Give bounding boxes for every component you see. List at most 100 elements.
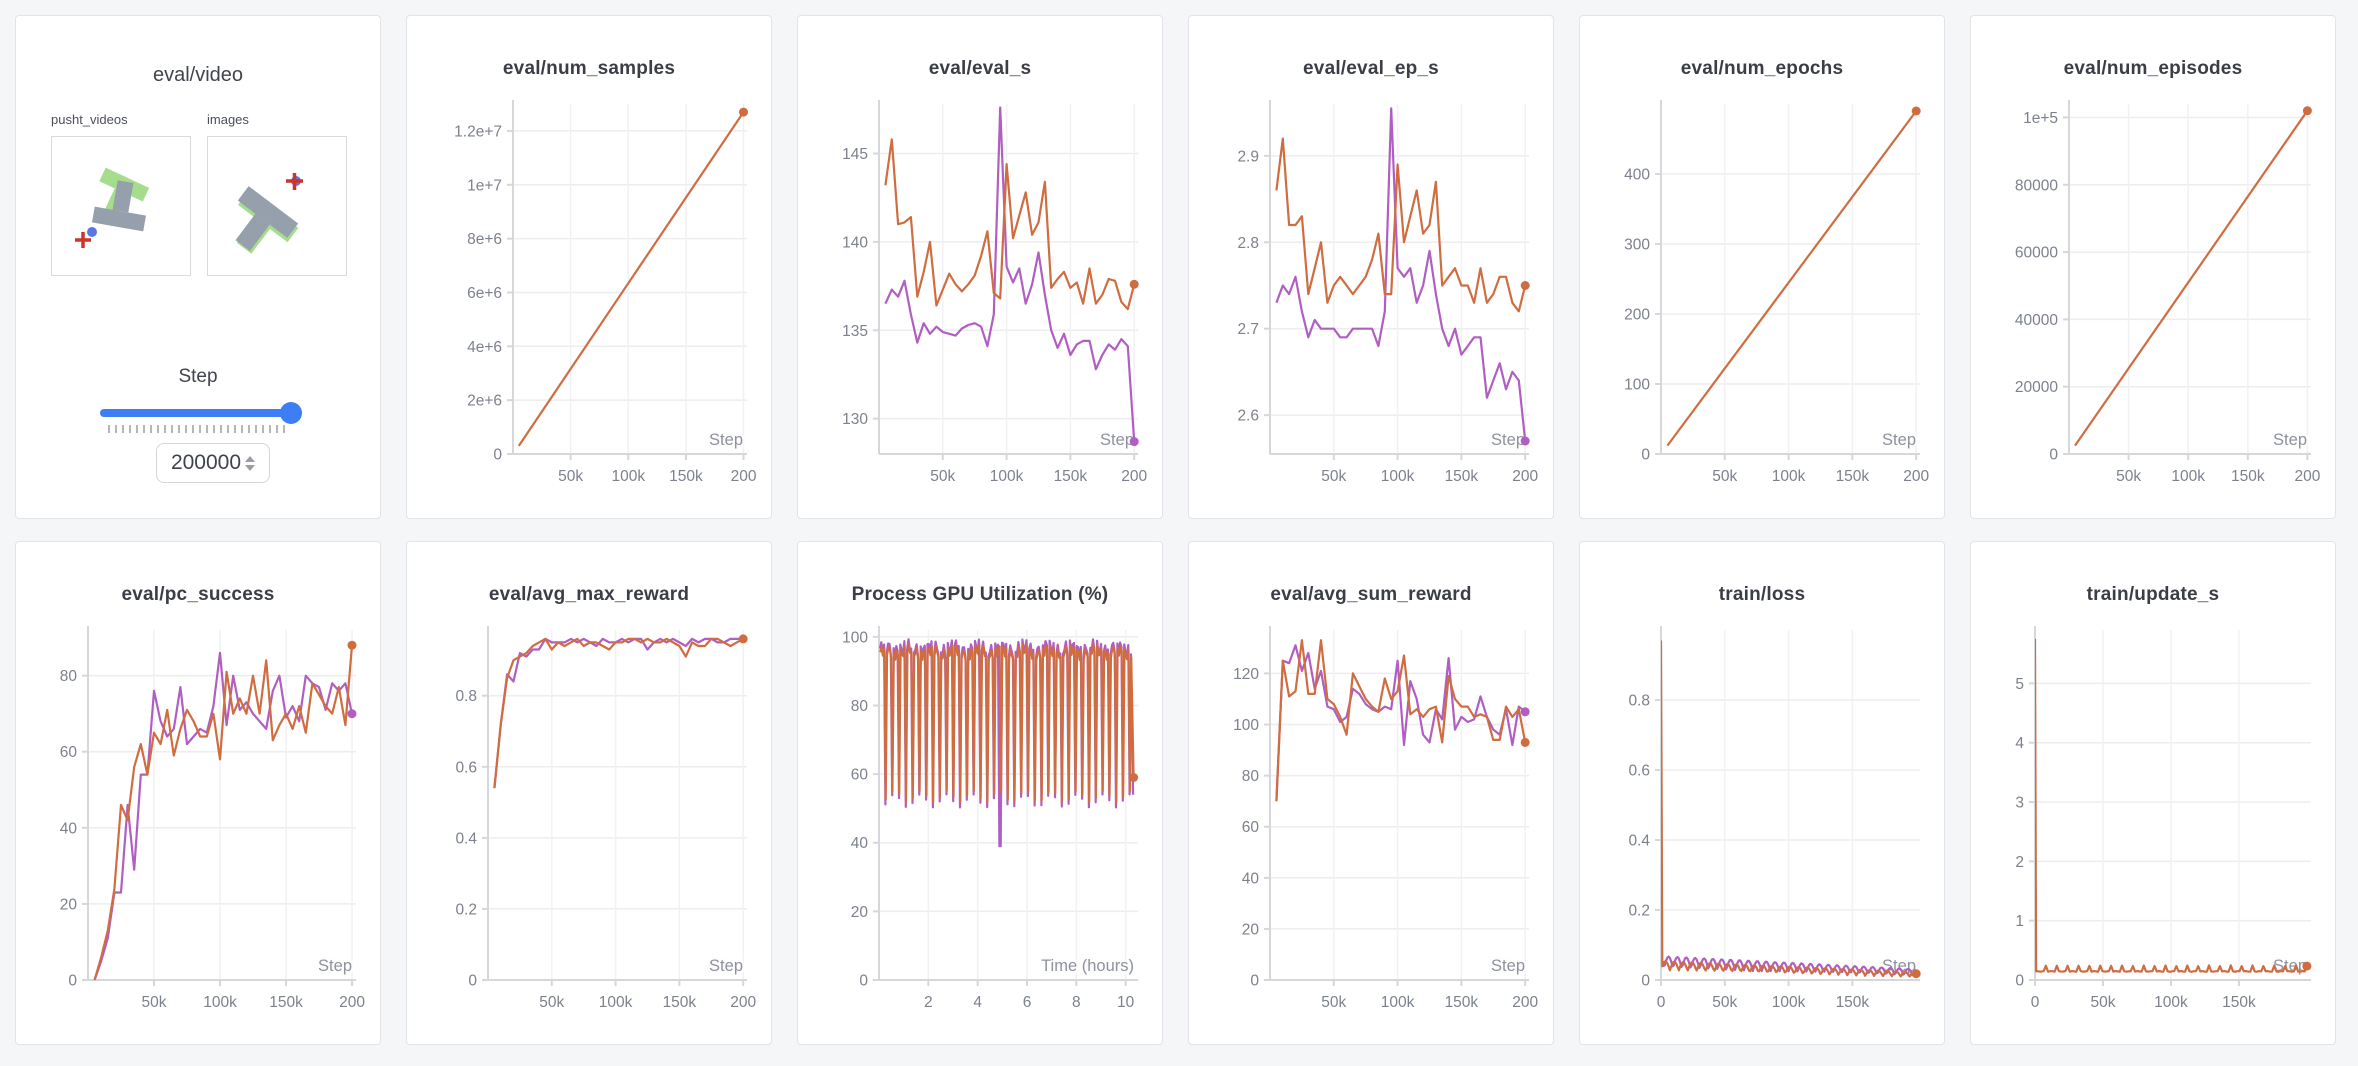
svg-text:60: 60 (1242, 819, 1260, 836)
svg-text:0.2: 0.2 (455, 901, 477, 918)
chart-title: Process GPU Utilization (%) (851, 584, 1109, 605)
chart-title: eval/eval_ep_s (1303, 58, 1439, 79)
line-chart[interactable]: 0 20000 40000 60000 80000 1e+5 50k 100k 150k 200 S… (1971, 16, 2337, 520)
pusht-env-render (75, 167, 150, 248)
svg-text:150k: 150k (1836, 994, 1870, 1011)
chart-panel-eval-avg-sum-reward: eval/avg_sum_reward 0 20 40 60 80 100 120 50k 10… (1188, 541, 1554, 1045)
svg-text:2.7: 2.7 (1237, 321, 1259, 338)
svg-text:50k: 50k (2116, 468, 2141, 485)
pusht-video-thumbnail[interactable] (51, 136, 191, 276)
line-chart[interactable]: 0 20 40 60 80 100 2 4 6 8 10 Time (hours) (798, 542, 1164, 1046)
svg-text:50k: 50k (2090, 994, 2115, 1011)
svg-text:50k: 50k (142, 994, 167, 1011)
svg-text:0.8: 0.8 (455, 688, 477, 705)
svg-text:2.6: 2.6 (1237, 408, 1259, 425)
chart-title: eval/eval_s (928, 58, 1032, 79)
svg-text:0: 0 (493, 447, 502, 464)
chart-title: eval/num_samples (502, 58, 676, 79)
svg-text:6: 6 (1023, 994, 1032, 1011)
line-chart[interactable]: 130 135 140 145 50k 100k 150k 200 Step (798, 16, 1164, 520)
svg-text:2e+6: 2e+6 (467, 393, 502, 410)
pusht-image-render (235, 173, 303, 254)
svg-text:60: 60 (60, 744, 78, 761)
svg-text:50k: 50k (1321, 994, 1346, 1011)
step-slider-handle[interactable] (280, 402, 302, 424)
step-number-input[interactable]: 200000 (156, 443, 270, 483)
chart-title: eval/avg_sum_reward (1270, 584, 1472, 605)
svg-text:40: 40 (60, 820, 78, 837)
line-chart[interactable]: 2.6 2.7 2.8 2.9 50k 100k 150k 200 Step (1189, 16, 1555, 520)
block-t-shape (92, 180, 146, 232)
chart-title: eval/num_epochs (1680, 58, 1844, 79)
svg-text:200: 200 (339, 994, 365, 1011)
svg-text:Step: Step (2273, 431, 2307, 449)
svg-text:100k: 100k (611, 468, 645, 485)
svg-text:60000: 60000 (2015, 245, 2058, 262)
agent-dot (87, 227, 97, 237)
svg-text:200: 200 (2294, 468, 2320, 485)
svg-text:Time (hours): Time (hours) (1041, 957, 1134, 975)
svg-text:Step: Step (709, 957, 743, 975)
svg-text:2: 2 (924, 994, 933, 1011)
svg-text:0.4: 0.4 (455, 830, 477, 847)
svg-text:0: 0 (68, 973, 77, 990)
svg-text:150k: 150k (1836, 468, 1870, 485)
svg-text:6e+6: 6e+6 (467, 285, 502, 302)
step-slider-track[interactable] (100, 409, 302, 417)
svg-text:150k: 150k (269, 994, 303, 1011)
chart-panel-eval-avg-max-reward: eval/avg_max_reward 0 0.2 0.4 0.6 0.8 50k 100k… (406, 541, 772, 1045)
svg-text:Step: Step (1491, 957, 1525, 975)
line-chart[interactable]: 0 100 200 300 400 50k 100k 150k 200 Step (1580, 16, 1946, 520)
chart-panel-eval-eval-s: eval/eval_s 130 135 140 145 50k 100k 150k 200 St… (797, 15, 1163, 519)
chevron-down-icon (245, 464, 256, 471)
svg-text:100: 100 (1233, 717, 1259, 734)
svg-text:200: 200 (730, 994, 756, 1011)
svg-text:100k: 100k (1772, 994, 1806, 1011)
svg-text:100k: 100k (1381, 994, 1415, 1011)
svg-text:20: 20 (851, 904, 869, 921)
chevron-up-icon (245, 455, 256, 462)
svg-text:Step: Step (1491, 431, 1525, 449)
svg-text:140: 140 (842, 234, 868, 251)
svg-text:0.4: 0.4 (1628, 833, 1650, 850)
svg-text:0.2: 0.2 (1628, 903, 1650, 920)
step-slider-ruler (108, 425, 286, 433)
svg-text:Step: Step (1882, 431, 1916, 449)
svg-text:50k: 50k (1321, 468, 1346, 485)
svg-text:200: 200 (1903, 468, 1929, 485)
chart-panel-eval-num-samples: eval/num_samples 0 2e+6 4e+6 6e+6 8e+6 1e+7 1.… (406, 15, 772, 519)
images-thumbnail[interactable] (207, 136, 347, 276)
svg-text:8e+6: 8e+6 (467, 231, 502, 248)
line-chart[interactable]: 0 0.2 0.4 0.6 0.8 50k 100k 150k 200 Step (407, 542, 773, 1046)
chart-title: eval/num_episodes (2063, 58, 2243, 79)
chart-title: train/loss (1718, 584, 1806, 605)
svg-text:120: 120 (1233, 666, 1259, 683)
stepper-icon[interactable] (245, 455, 256, 471)
chart-panel-eval-eval-ep-s: eval/eval_ep_s 2.6 2.7 2.8 2.9 50k 100k 150k 20… (1188, 15, 1554, 519)
svg-text:40: 40 (851, 835, 869, 852)
svg-text:0: 0 (2049, 447, 2058, 464)
chart-panel-eval-num-episodes: eval/num_episodes 0 20000 40000 60000 80000 1… (1970, 15, 2336, 519)
svg-text:80: 80 (60, 668, 78, 685)
line-chart[interactable]: 0 20 40 60 80 100 120 50k 100k 150k 200 Step (1189, 542, 1555, 1046)
chart-title: train/update_s (2086, 584, 2220, 605)
svg-text:60: 60 (851, 767, 869, 784)
svg-text:0: 0 (1641, 973, 1650, 990)
chart-panel-train-loss: train/loss 0 0.2 0.4 0.6 0.8 0 50k 100k 150k Step (1579, 541, 1945, 1045)
svg-text:20: 20 (1242, 921, 1260, 938)
svg-text:150k: 150k (1054, 468, 1088, 485)
media-panel-eval-video: eval/video pusht_videos images (15, 15, 381, 519)
line-chart[interactable]: 0 2e+6 4e+6 6e+6 8e+6 1e+7 1.2e+7 50k 100k 150k 20… (407, 16, 773, 520)
line-chart[interactable]: 0 20 40 60 80 50k 100k 150k 200 Step (16, 542, 382, 1046)
chart-title: eval/avg_max_reward (488, 584, 690, 605)
step-value: 200000 (170, 451, 242, 474)
svg-text:200: 200 (731, 468, 757, 485)
svg-text:0: 0 (2031, 994, 2040, 1011)
media-panel-title: eval/video (152, 64, 244, 86)
svg-text:100k: 100k (203, 994, 237, 1011)
svg-text:4: 4 (973, 994, 982, 1011)
chart-panel-gpu-utilization: Process GPU Utilization (%) 0 20 40 60 80 100… (797, 541, 1163, 1045)
svg-text:150k: 150k (1445, 994, 1479, 1011)
